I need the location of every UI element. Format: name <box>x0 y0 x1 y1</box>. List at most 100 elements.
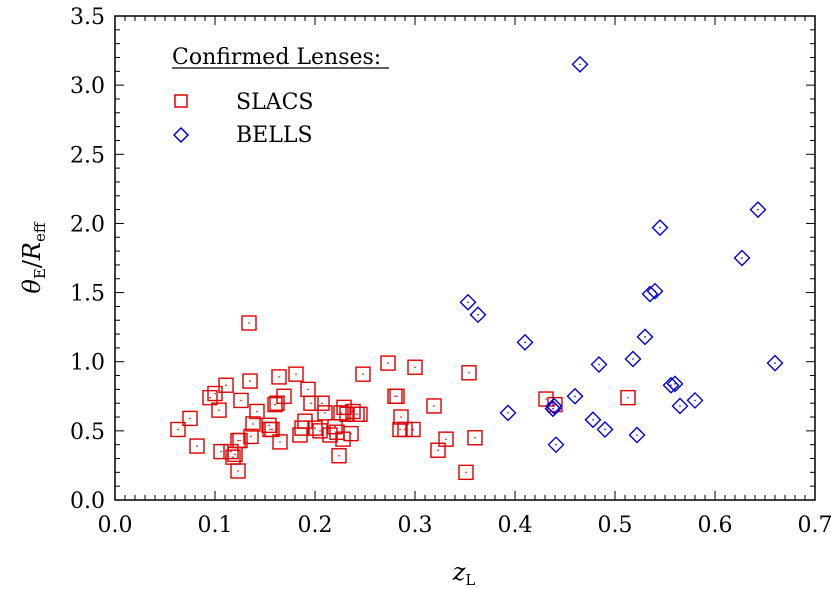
slacs-point-center <box>359 413 361 416</box>
slacs-point <box>242 373 258 389</box>
axis-ticks <box>114 15 816 501</box>
bells-point-center <box>574 395 576 398</box>
bells-point-center <box>644 336 646 338</box>
bells-point <box>628 426 646 444</box>
legend: Confirmed Lenses: SLACS BELLS <box>172 45 389 148</box>
bells-point <box>499 404 517 422</box>
bells-point <box>766 354 784 372</box>
slacs-point-center <box>278 376 280 378</box>
bells-point <box>584 411 602 429</box>
x-tick-label: 0.5 <box>598 513 633 538</box>
bells-point-center <box>524 341 526 344</box>
slacs-point <box>202 389 218 406</box>
y-tick-label: 0.0 <box>70 489 105 514</box>
slacs-point-center <box>252 423 254 425</box>
bells-point <box>516 333 534 351</box>
slacs-point-center <box>314 427 316 429</box>
slacs-point <box>264 421 280 438</box>
y-tick-label: 3.0 <box>70 74 105 99</box>
slacs-point <box>467 430 483 446</box>
bells-point-center <box>679 405 681 407</box>
slacs-point-center <box>256 410 258 413</box>
slacs-point-center <box>196 445 198 447</box>
slacs-point-center <box>394 395 396 398</box>
slacs-point-center <box>334 425 336 428</box>
bells-point <box>590 355 608 373</box>
bells-point <box>666 375 684 393</box>
x-tick-label: 0.2 <box>298 513 333 538</box>
slacs-point <box>405 421 421 438</box>
x-tick-label: 0.7 <box>798 513 831 538</box>
bells-point-center <box>670 384 672 387</box>
legend-entry-bells: BELLS <box>172 123 313 148</box>
legend-label-bells: BELLS <box>236 123 313 148</box>
slacs-point-center <box>307 388 309 391</box>
slacs-point-center <box>220 450 222 453</box>
slacs-point-center <box>356 413 358 416</box>
slacs-point-center <box>232 456 234 458</box>
bells-point-center <box>579 63 581 66</box>
slacs-point-center <box>295 373 297 375</box>
bells-point-center <box>598 363 600 366</box>
slacs-point <box>380 355 396 371</box>
y-tick-label: 1.5 <box>70 282 105 307</box>
bells-point-center <box>694 399 696 402</box>
slacs-point-center <box>319 430 321 432</box>
x-tick-label: 0.0 <box>98 513 133 538</box>
slacs-point <box>267 396 283 413</box>
bells-point-center <box>636 434 638 436</box>
slacs-point-center <box>350 432 352 435</box>
slacs-point-center <box>248 322 250 324</box>
slacs-point <box>170 421 186 438</box>
slacs-point <box>272 434 288 450</box>
legend-marker-slacs <box>174 94 188 108</box>
slacs-point-center <box>412 428 414 431</box>
bells-point-center <box>757 208 759 211</box>
slacs-point-center <box>362 373 364 375</box>
y-tick-label: 1.0 <box>70 351 105 376</box>
y-tick-label: 0.5 <box>70 420 105 445</box>
slacs-point-center <box>189 417 191 420</box>
slacs-point-center <box>283 395 285 398</box>
bells-point-center <box>477 313 479 316</box>
x-tick-label: 0.1 <box>198 513 233 538</box>
plot-frame <box>114 15 816 501</box>
slacs-point-center <box>400 416 402 418</box>
data-points <box>170 55 784 481</box>
slacs-point-center <box>324 412 326 414</box>
slacs-point-center <box>465 471 467 474</box>
slacs-point <box>249 403 265 420</box>
slacs-point-center <box>545 398 547 400</box>
slacs-point <box>288 366 304 382</box>
slacs-point-center <box>269 428 271 431</box>
slacs-point-center <box>250 435 252 438</box>
slacs-point <box>438 431 454 447</box>
x-tick-label: 0.3 <box>398 513 433 538</box>
slacs-point <box>314 395 330 411</box>
slacs-point-center <box>225 384 227 387</box>
slacs-point-center <box>237 439 239 442</box>
slacs-point-center <box>268 424 270 427</box>
slacs-point <box>389 388 405 404</box>
slacs-point-center <box>239 439 241 442</box>
slacs-point <box>245 416 261 432</box>
bells-point <box>624 350 642 368</box>
x-tick-label: 0.6 <box>698 513 733 538</box>
bells-point <box>671 397 689 415</box>
y-tick-label: 2.0 <box>70 212 105 237</box>
slacs-point-center <box>274 403 276 406</box>
bells-point-center <box>632 358 634 360</box>
slacs-point <box>355 366 371 382</box>
slacs-point-center <box>177 428 179 431</box>
slacs-point-center <box>237 470 239 472</box>
slacs-point-center <box>271 428 273 431</box>
legend-marker-bells <box>172 126 190 144</box>
x-axis-label: zL <box>452 558 476 589</box>
slacs-point-center <box>310 402 312 405</box>
slacs-point <box>211 402 227 418</box>
legend-label-slacs: SLACS <box>236 90 313 115</box>
bells-point-center <box>507 412 509 414</box>
slacs-point <box>243 428 259 445</box>
slacs-point-center <box>304 420 306 422</box>
slacs-point <box>233 392 249 409</box>
